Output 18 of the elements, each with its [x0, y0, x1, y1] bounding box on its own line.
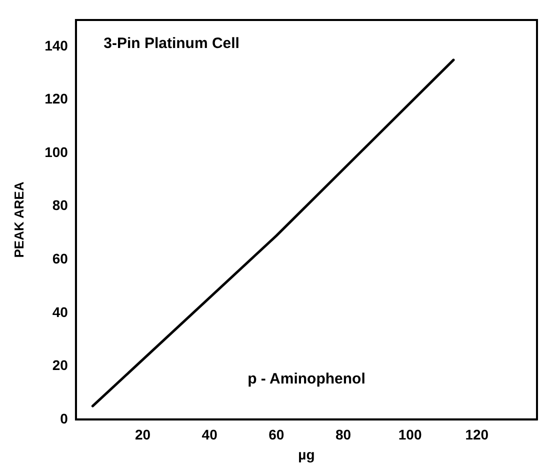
- x-tick-label: 60: [268, 426, 284, 443]
- x-tick-label: 20: [134, 426, 151, 443]
- x-tick-label: 120: [465, 426, 489, 443]
- y-tick-label: 0: [60, 410, 68, 426]
- x-tick-label: 100: [398, 426, 422, 443]
- y-tick-label: 120: [44, 90, 68, 107]
- y-tick-label: 140: [44, 37, 68, 54]
- y-axis-title: PEAK AREA: [11, 181, 26, 258]
- y-tick-label: 20: [52, 357, 68, 374]
- y-tick-label: 100: [44, 144, 68, 160]
- y-tick-label: 80: [52, 197, 68, 214]
- x-tick-label: 80: [335, 426, 352, 443]
- y-tick-label: 60: [52, 250, 68, 266]
- x-axis-title: µg: [298, 446, 315, 462]
- annotation: 3-Pin Platinum Cell: [104, 35, 240, 52]
- annotation: p - Aminophenol: [248, 370, 366, 388]
- x-tick-label: 40: [202, 426, 218, 443]
- y-tick-label: 40: [52, 304, 68, 320]
